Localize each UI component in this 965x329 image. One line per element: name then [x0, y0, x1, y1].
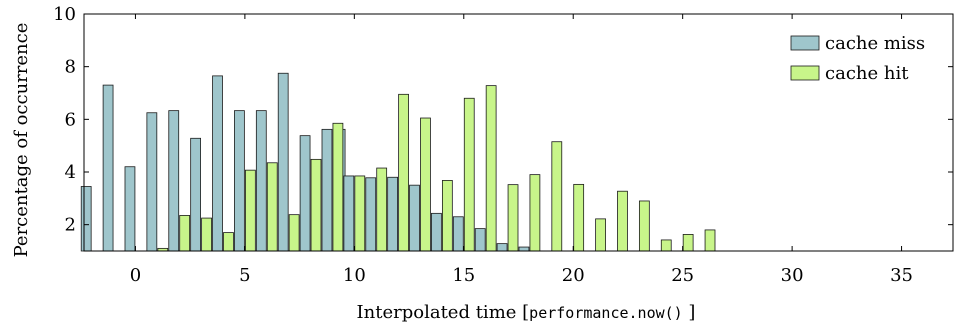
- bar-cache-hit: [201, 217, 212, 252]
- bar-cache-hit: [463, 97, 475, 252]
- bar-cache-hit: [420, 117, 431, 252]
- bar-cache-hit: [332, 122, 344, 252]
- x-axis-label-prefix: Interpolated time [: [357, 302, 530, 323]
- bar-cache-hit: [288, 214, 300, 252]
- x-tick-label: 5: [239, 265, 250, 286]
- y-tick-label: 2: [65, 215, 76, 236]
- y-tick-label: 8: [65, 57, 76, 78]
- legend-label-cache-miss: cache miss: [825, 33, 925, 54]
- bar-cache-miss: [190, 137, 202, 252]
- bar-cache-miss: [212, 75, 223, 252]
- bar-cache-hit: [223, 232, 234, 252]
- bar-cache-hit: [376, 167, 388, 252]
- legend-swatch-cache-hit: [790, 65, 820, 81]
- bar-cache-hit: [704, 229, 716, 252]
- y-tick-label: 10: [53, 4, 76, 25]
- legend: cache miss cache hit: [790, 33, 925, 84]
- bar-cache-miss: [409, 184, 420, 252]
- legend-swatch-cache-miss: [790, 35, 820, 51]
- x-tick-label: 0: [130, 265, 141, 286]
- bar-cache-hit: [529, 174, 541, 252]
- bar-cache-miss: [124, 166, 136, 252]
- bar-cache-miss: [365, 177, 377, 252]
- bar-cache-miss: [299, 135, 311, 252]
- y-axis-label: Percentage of occurrence: [11, 23, 32, 258]
- legend-label-cache-hit: cache hit: [825, 63, 909, 84]
- x-tick-label: 25: [671, 265, 694, 286]
- bar-cache-miss: [343, 175, 355, 252]
- bar-cache-hit: [244, 169, 256, 252]
- y-tick-label: 4: [65, 162, 76, 183]
- bar-cache-miss: [146, 112, 158, 252]
- x-tick-label: 20: [562, 265, 585, 286]
- bar-cache-miss: [474, 228, 486, 252]
- bar-cache-miss: [277, 72, 289, 252]
- x-tick-label: 15: [452, 265, 475, 286]
- bar-cache-hit: [179, 215, 191, 252]
- bar-cache-miss: [234, 110, 245, 252]
- bar-cache-hit: [638, 200, 650, 252]
- bar-cache-hit: [573, 183, 585, 252]
- bar-cache-miss: [518, 246, 530, 252]
- bar-cache-miss: [452, 216, 464, 252]
- bar-cache-hit: [441, 180, 453, 252]
- x-axis-label: Interpolated time [performance.now() ]: [357, 302, 696, 323]
- bar-cache-miss: [387, 176, 399, 252]
- bar-cache-hit: [595, 218, 606, 252]
- x-axis-label-suffix: ]: [683, 302, 696, 323]
- y-tick-label: 6: [65, 109, 76, 130]
- bar-cache-hit: [354, 175, 366, 252]
- bar-cache-hit: [310, 158, 322, 252]
- bar-cache-hit: [507, 184, 519, 252]
- bar-cache-miss: [321, 128, 333, 252]
- bar-cache-hit: [660, 239, 672, 252]
- bar-cache-miss: [255, 110, 267, 252]
- x-axis-label-code: performance.now(): [529, 304, 683, 322]
- bar-cache-miss: [102, 84, 114, 252]
- bar-cache-miss: [496, 243, 508, 252]
- x-tick-label: 30: [781, 265, 804, 286]
- ticks-group: 0 5 10 15 20 25 30 35 2 4 6 8 10: [53, 4, 953, 286]
- bar-cache-hit: [266, 162, 278, 252]
- bar-cache-hit: [398, 93, 409, 252]
- bar-cache-miss: [168, 110, 180, 252]
- bar-cache-miss: [80, 186, 92, 252]
- bar-cache-hit: [551, 141, 563, 252]
- bar-cache-hit: [617, 190, 628, 252]
- bars-group: [80, 72, 716, 252]
- x-tick-label: 10: [343, 265, 366, 286]
- bar-cache-hit: [682, 234, 694, 252]
- bar-cache-miss: [431, 212, 442, 252]
- bar-cache-hit: [485, 85, 497, 252]
- x-tick-label: 35: [890, 265, 913, 286]
- plot-frame: [83, 13, 954, 252]
